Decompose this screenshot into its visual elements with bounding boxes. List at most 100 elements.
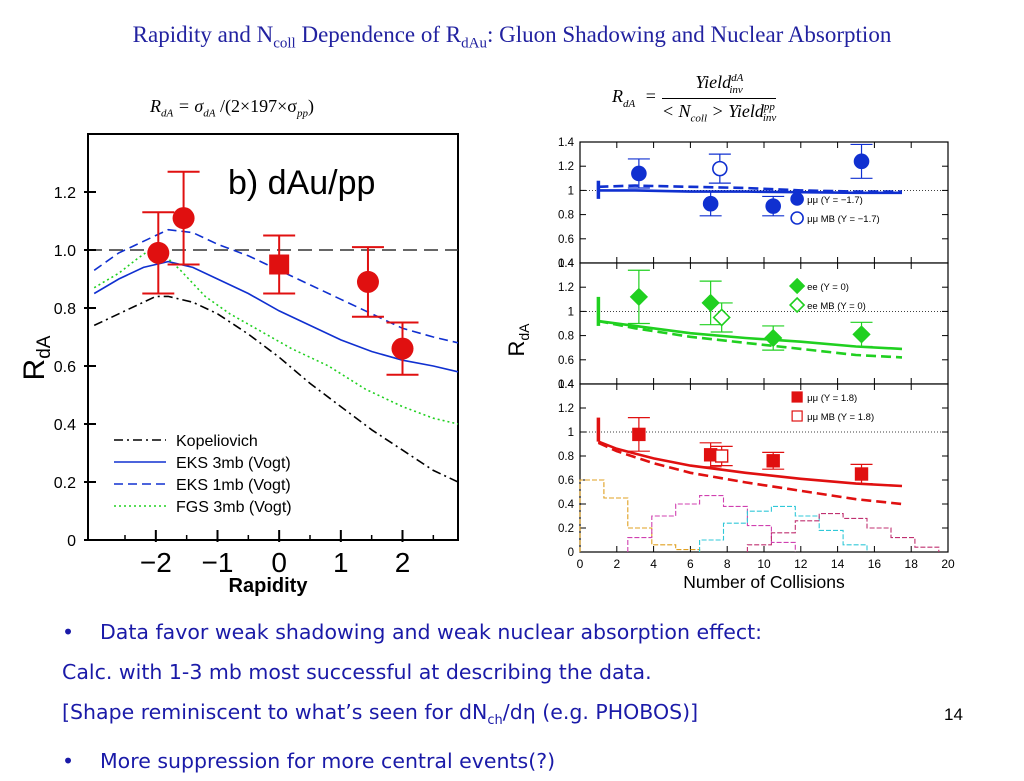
data-point: [853, 153, 870, 170]
formula-fraction: YielddAinv < Ncoll > Yieldppinv: [661, 72, 777, 125]
y-tick-label: 0.4: [54, 417, 76, 434]
data-point: [632, 427, 646, 442]
formula-sub: dA: [161, 107, 174, 120]
data-point: [703, 448, 718, 462]
ncoll-histogram: [579, 479, 701, 552]
legend-marker: [791, 410, 803, 422]
formula-symbol: R: [150, 96, 161, 116]
data-point: [766, 454, 780, 468]
bullet-item: • Data favor weak shadowing and weak nucl…: [62, 612, 1002, 652]
y-tick-label: 0.8: [558, 210, 574, 222]
y-axis-label-sub: dA: [34, 335, 55, 359]
data-point: [712, 308, 731, 327]
formula-sub: dA: [203, 107, 216, 120]
y-tick-label: 0.4: [558, 379, 575, 391]
x-tick-label: 20: [941, 557, 955, 571]
formula-symbol: ): [308, 96, 315, 116]
legend-label: EKS 1mb (Vogt): [176, 477, 291, 494]
title-sub-coll: coll: [273, 35, 296, 52]
plot-title: b) dAu/pp: [228, 164, 375, 202]
legend-marker: [788, 277, 806, 295]
formula-symbol: < N: [661, 100, 691, 121]
ncoll-histogram: [699, 505, 868, 552]
data-point: [269, 254, 290, 275]
panel-frame: [579, 141, 949, 264]
legend-label: μμ MB (Y = 1.8): [807, 412, 874, 423]
formula-right: RdA = YielddAinv < Ncoll > Yieldppinv: [612, 72, 777, 125]
x-tick-label: 8: [724, 557, 731, 571]
text-part: [Shape reminiscent to what’s seen for dN: [62, 700, 488, 724]
bullet-item: • More suppression for more central event…: [62, 741, 1002, 781]
legend-label: Kopeliovich: [176, 433, 258, 450]
y-tick-label: 1.4: [558, 137, 575, 149]
formula-denominator: < Ncoll > Yieldppinv: [662, 99, 776, 125]
data-point: [702, 195, 719, 212]
text-sub: ch: [487, 713, 503, 729]
data-point: [629, 287, 649, 307]
ncoll-histogram: [746, 513, 940, 552]
y-axis-label-sub: dA: [516, 323, 532, 341]
bullet-list: • Data favor weak shadowing and weak nucl…: [62, 612, 1002, 781]
title-part: Rapidity and N: [132, 22, 274, 47]
data-point: [852, 325, 871, 344]
y-tick-label: 1.2: [54, 185, 76, 202]
y-tick-label: 1.2: [558, 282, 574, 294]
y-tick-label: 1.4: [558, 379, 575, 391]
title-sub-dau: dAu: [461, 35, 487, 52]
legend-label: μμ (Y = −1.7): [807, 195, 863, 206]
formula-sup: dA: [731, 72, 744, 84]
legend-label: μμ (Y = 1.8): [807, 393, 857, 404]
y-tick-label: 0.6: [54, 359, 76, 376]
formula-symbol: /(2×197×σ: [215, 96, 298, 116]
y-axis-label: RdA: [504, 323, 532, 357]
legend-label: μμ MB (Y = −1.7): [807, 214, 880, 225]
legend-marker: [788, 296, 806, 314]
x-tick-label: 10: [757, 557, 771, 571]
data-point: [701, 293, 720, 313]
title-part: : Gluon Shadowing and Nuclear Absorption: [486, 22, 892, 47]
legend-label: ee MB (Y = 0): [807, 301, 866, 312]
legend-marker: [791, 391, 803, 403]
x-tick-label: 12: [794, 557, 808, 571]
data-point: [356, 270, 379, 293]
formula-numerator: YielddAinv: [661, 72, 777, 99]
y-tick-label: 0: [568, 547, 574, 559]
formula-left: RdA = σdA /(2×197×σpp): [150, 96, 314, 120]
data-point: [631, 165, 647, 182]
y-tick-label: 1: [568, 427, 574, 439]
ncoll-chart: 0.4 0.6 0.8 1 1.2 1.4 μμ (Y = −1.7) μμ MB (Y = …: [504, 137, 955, 592]
rapidity-chart: b) dAu/pp Kopeliovich EKS 3mb (Vogt) EKS 1m…: [18, 133, 459, 597]
curve-kopeliovich: [93, 295, 459, 483]
x-tick-label: 0: [577, 557, 584, 571]
y-tick-label: 1.2: [558, 161, 574, 173]
data-point: [714, 449, 729, 463]
x-tick-label: 2: [395, 547, 411, 578]
bullet-marker: •: [62, 620, 75, 644]
y-tick-label: 1.2: [558, 403, 574, 415]
model-curve: [597, 440, 903, 488]
x-tick-label: 16: [868, 557, 882, 571]
x-axis-label: Rapidity: [229, 575, 309, 597]
formula-symbol: = σ: [177, 96, 204, 116]
data-point: [712, 160, 728, 177]
y-tick-label: 0.6: [558, 475, 574, 487]
text-line: [Shape reminiscent to what’s seen for dN…: [62, 692, 1002, 741]
data-point: [765, 198, 782, 214]
y-tick-label: 0.6: [558, 355, 574, 367]
formula-symbol: > Yield: [707, 100, 764, 121]
model-curve: [597, 441, 903, 506]
title-part: Dependence of R: [295, 22, 462, 47]
y-tick-label: 0.8: [558, 451, 574, 463]
legend-marker: [790, 211, 804, 225]
x-tick-label: 2: [613, 557, 620, 571]
formula-symbol: Yield: [695, 72, 732, 92]
model-curve: [598, 184, 902, 193]
y-tick-label: 1.0: [54, 243, 76, 260]
data-point: [147, 241, 170, 264]
formula-sub: coll: [690, 112, 708, 125]
y-axis-label: RdA: [18, 335, 55, 380]
y-tick-label: 0.4: [558, 258, 575, 270]
bullet-text: More suppression for more central events…: [100, 749, 556, 774]
data-point: [391, 337, 414, 360]
model-curve: [598, 319, 903, 359]
